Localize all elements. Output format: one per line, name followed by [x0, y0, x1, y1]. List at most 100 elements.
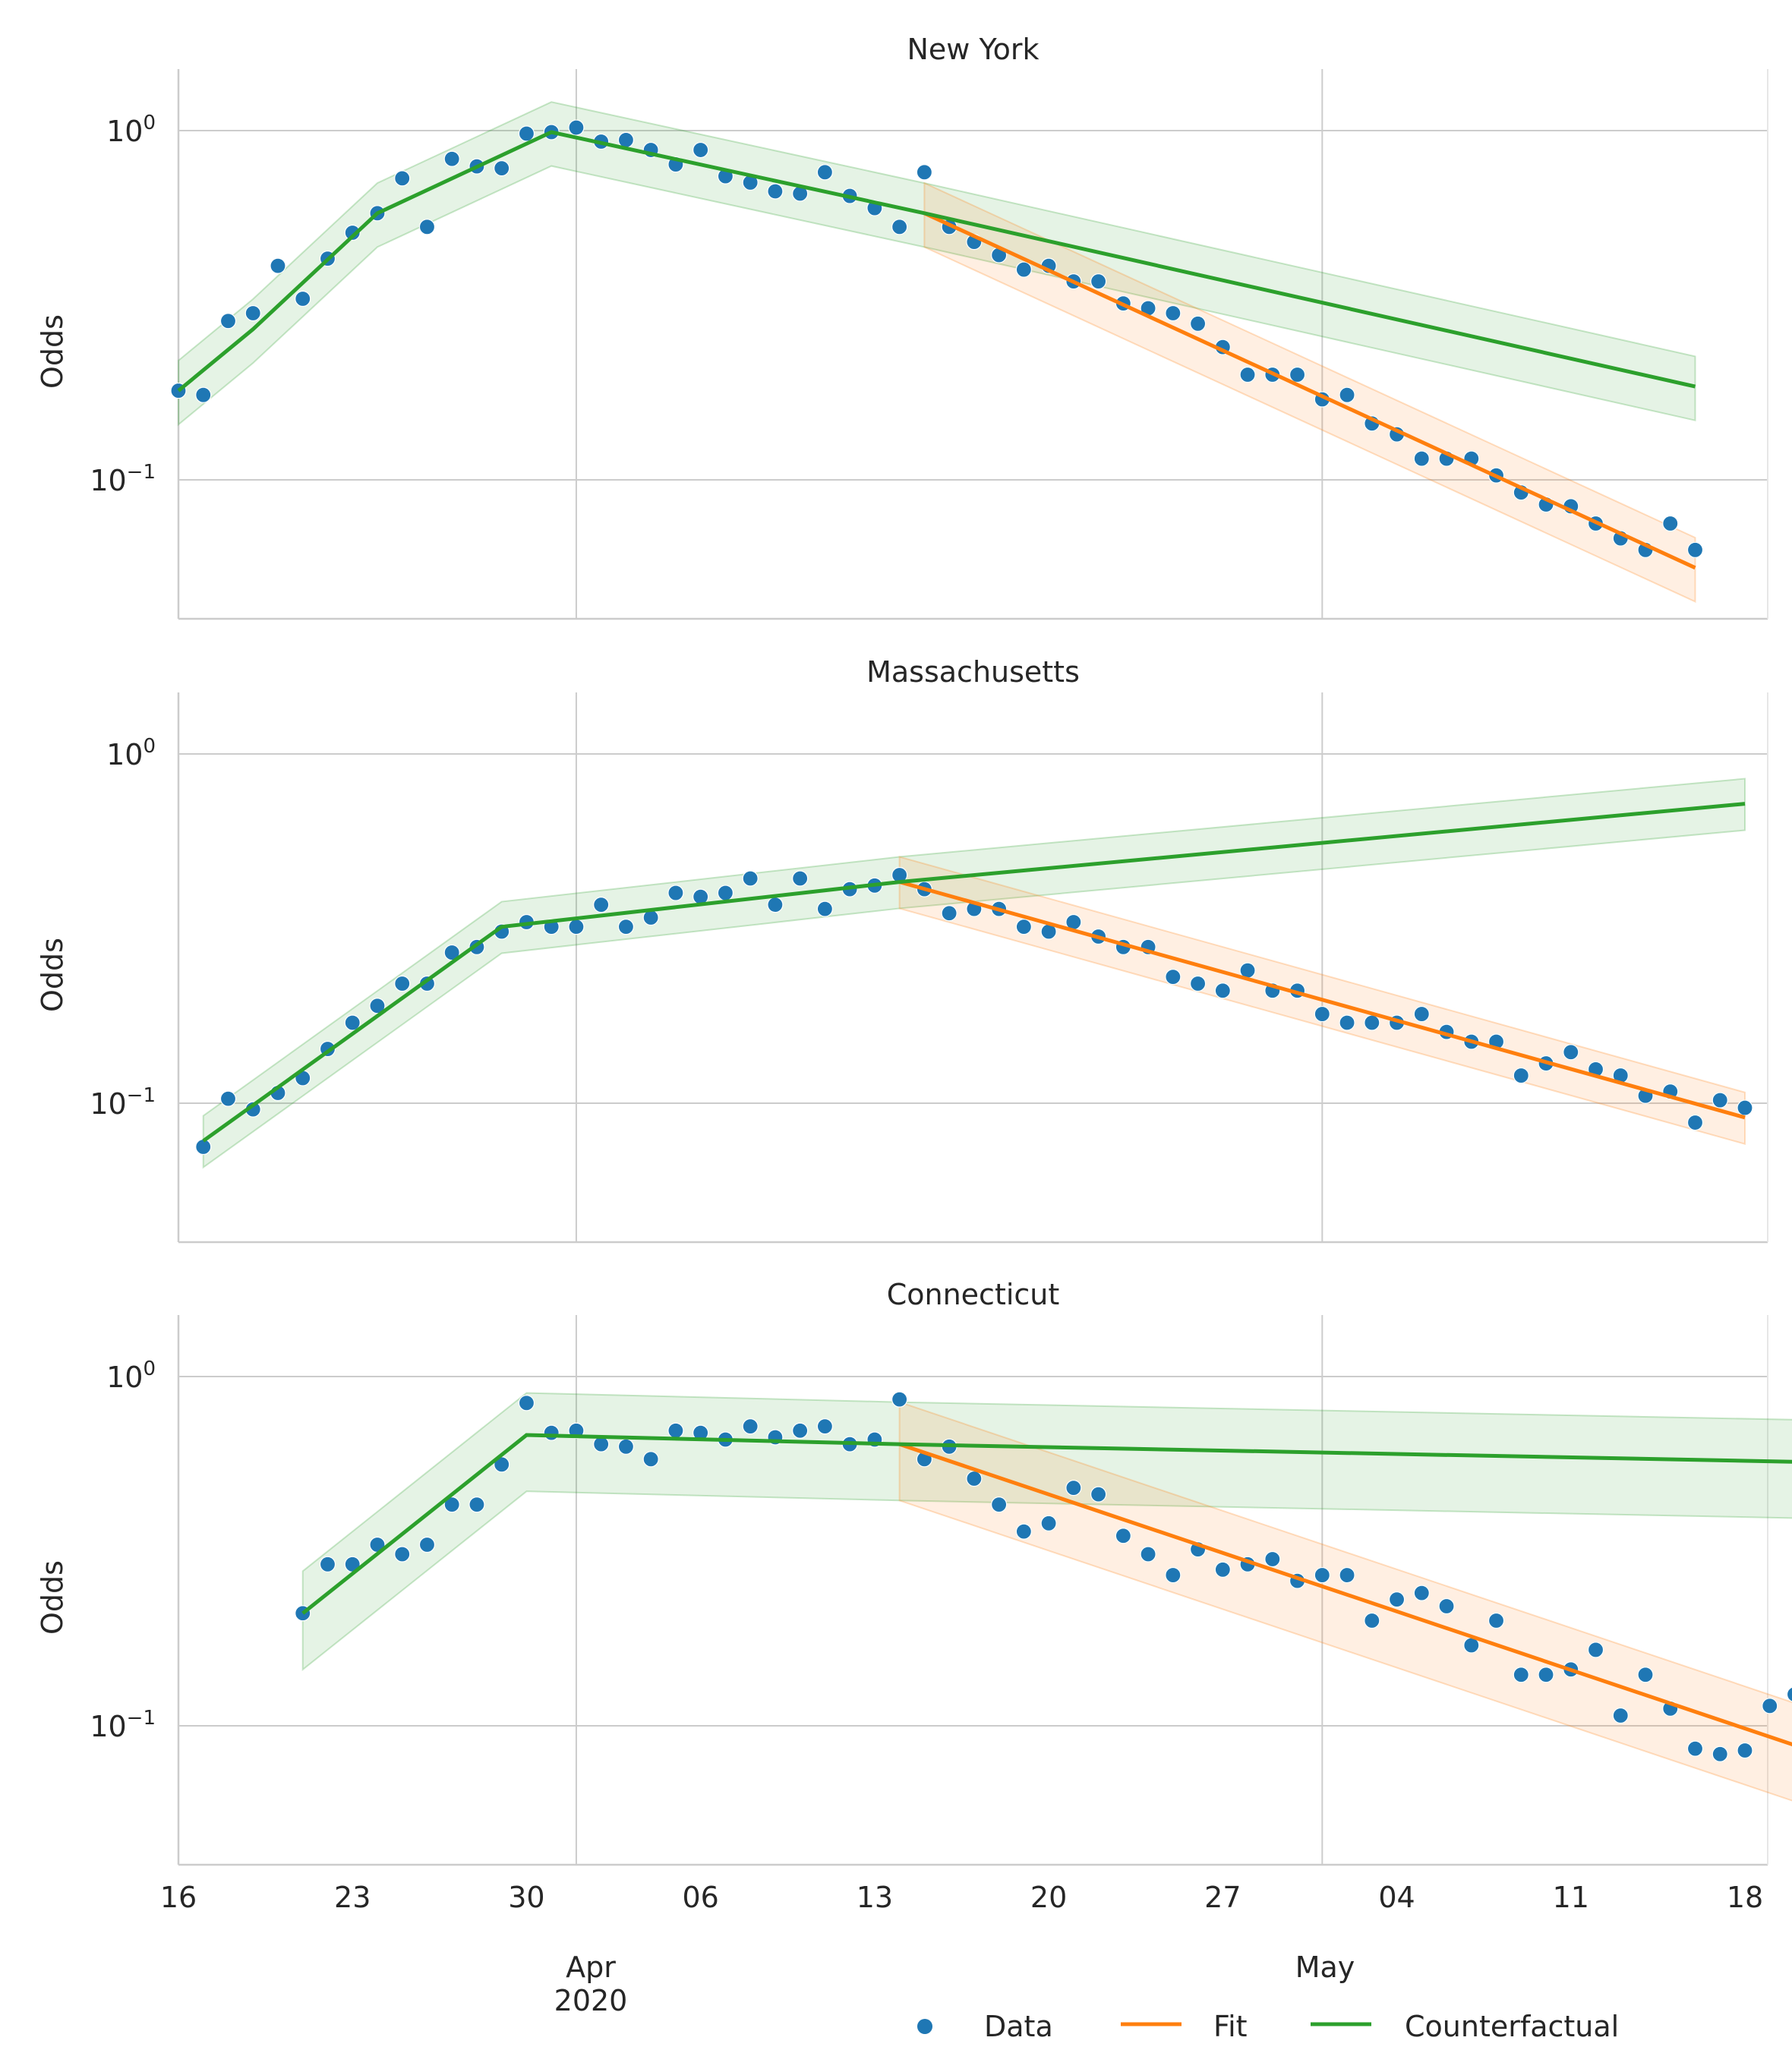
- data-point: [344, 1014, 361, 1031]
- data-point: [1737, 1099, 1753, 1116]
- data-point: [891, 1391, 908, 1408]
- x-axis: 16 23 30 06 13 20 27 04 11 18: [160, 1881, 1763, 1914]
- data-point: [1413, 1005, 1430, 1023]
- data-point: [1587, 1642, 1604, 1658]
- data-point: [494, 160, 510, 177]
- data-point: [742, 870, 759, 887]
- data-point: [443, 1496, 460, 1513]
- data-point: [1413, 450, 1430, 467]
- fit-line: [898, 880, 1746, 1120]
- fit-line: [923, 211, 1696, 570]
- x-tick-label: 27: [1204, 1881, 1241, 1914]
- x-tick-label: 11: [1553, 1881, 1589, 1914]
- data-point: [1090, 1486, 1107, 1503]
- data-point: [1662, 515, 1679, 532]
- data-point: [1090, 273, 1107, 290]
- data-point: [1140, 1546, 1156, 1563]
- data-point: [1015, 919, 1032, 935]
- data-point: [1015, 261, 1032, 278]
- data-point: [1214, 1561, 1231, 1578]
- data-point: [1686, 541, 1704, 558]
- data-point: [1438, 1597, 1455, 1615]
- x-tick-label: 06: [682, 1881, 718, 1914]
- data-point: [816, 900, 833, 917]
- data-point: [195, 1138, 212, 1156]
- counterfactual-line: [177, 130, 1696, 393]
- y-tick-label: 100: [106, 112, 156, 148]
- data-point: [742, 1418, 759, 1435]
- data-point: [1189, 975, 1207, 992]
- y-tick-label: 100: [106, 1358, 156, 1394]
- data-point: [1563, 1044, 1579, 1061]
- data-point: [469, 1496, 485, 1513]
- y-tick-label: 10−1: [90, 461, 156, 497]
- data-point: [593, 1436, 610, 1452]
- data-point: [816, 1418, 833, 1435]
- counterfactual-band: [178, 101, 1696, 427]
- data-point: [1538, 1667, 1554, 1683]
- data-point: [966, 1470, 983, 1487]
- data-point: [295, 290, 311, 308]
- data-point: [1165, 969, 1182, 986]
- panel-massachusetts: 100 10−1 Massachusetts Odds: [36, 655, 1768, 1244]
- data-point: [1314, 1566, 1330, 1584]
- data-point: [418, 219, 436, 235]
- fit-line: [898, 1442, 1792, 1747]
- data-point: [767, 897, 784, 913]
- data-point: [1364, 1014, 1380, 1031]
- data-point: [543, 1424, 560, 1441]
- data-point: [617, 919, 635, 935]
- data-point: [1686, 1740, 1704, 1757]
- data-point: [418, 1536, 436, 1553]
- data-point: [568, 919, 585, 935]
- data-point: [369, 998, 386, 1014]
- data-point: [642, 1451, 659, 1468]
- data-point: [1712, 1092, 1728, 1109]
- panel-title: Connecticut: [887, 1278, 1060, 1311]
- x-tick-label: 16: [160, 1881, 197, 1914]
- x-tick-label: 18: [1727, 1881, 1763, 1914]
- data-point: [667, 885, 684, 901]
- data-point: [717, 885, 734, 901]
- data-point: [1339, 1014, 1355, 1031]
- data-point: [1339, 386, 1355, 403]
- x-tick-label: 20: [1030, 1881, 1067, 1914]
- data-point: [792, 1422, 809, 1439]
- data-point: [1612, 1707, 1629, 1724]
- data-point: [693, 141, 709, 159]
- month-label-may: May: [1295, 1951, 1355, 1984]
- data-point: [1264, 1550, 1281, 1568]
- x-tick-label: 04: [1378, 1881, 1415, 1914]
- data-point: [891, 219, 908, 235]
- data-point: [1339, 1566, 1355, 1584]
- data-point: [1040, 1515, 1057, 1531]
- data-point: [767, 183, 784, 200]
- month-label-apr: Apr: [566, 1951, 616, 1984]
- legend-data-label: Data: [984, 2010, 1053, 2043]
- data-point: [518, 125, 535, 142]
- data-point: [195, 386, 212, 403]
- data-point: [1413, 1585, 1430, 1601]
- data-point: [1686, 1114, 1704, 1131]
- data-point: [941, 905, 958, 922]
- data-point: [792, 870, 809, 887]
- data-point: [219, 313, 237, 330]
- data-point: [568, 119, 585, 136]
- counterfactual-line: [202, 802, 1746, 1143]
- y-axis-label: Odds: [36, 1560, 69, 1635]
- y-tick-label: 10−1: [90, 1084, 156, 1121]
- data-point: [1513, 1067, 1529, 1084]
- y-axis-label: Odds: [36, 314, 69, 389]
- y-tick-label: 100: [106, 735, 156, 771]
- data-point: [1115, 1528, 1131, 1544]
- x-tick-label: 30: [508, 1881, 544, 1914]
- legend-data-marker: [917, 2019, 932, 2034]
- month-label-apr-year: 2020: [554, 1984, 628, 2017]
- counterfactual-line: [301, 1433, 1792, 1615]
- data-point: [1314, 1005, 1330, 1023]
- data-point: [816, 164, 833, 181]
- x-tick-label: 23: [334, 1881, 371, 1914]
- legend-counterfactual-label: Counterfactual: [1405, 2010, 1619, 2043]
- data-point: [1737, 1742, 1753, 1759]
